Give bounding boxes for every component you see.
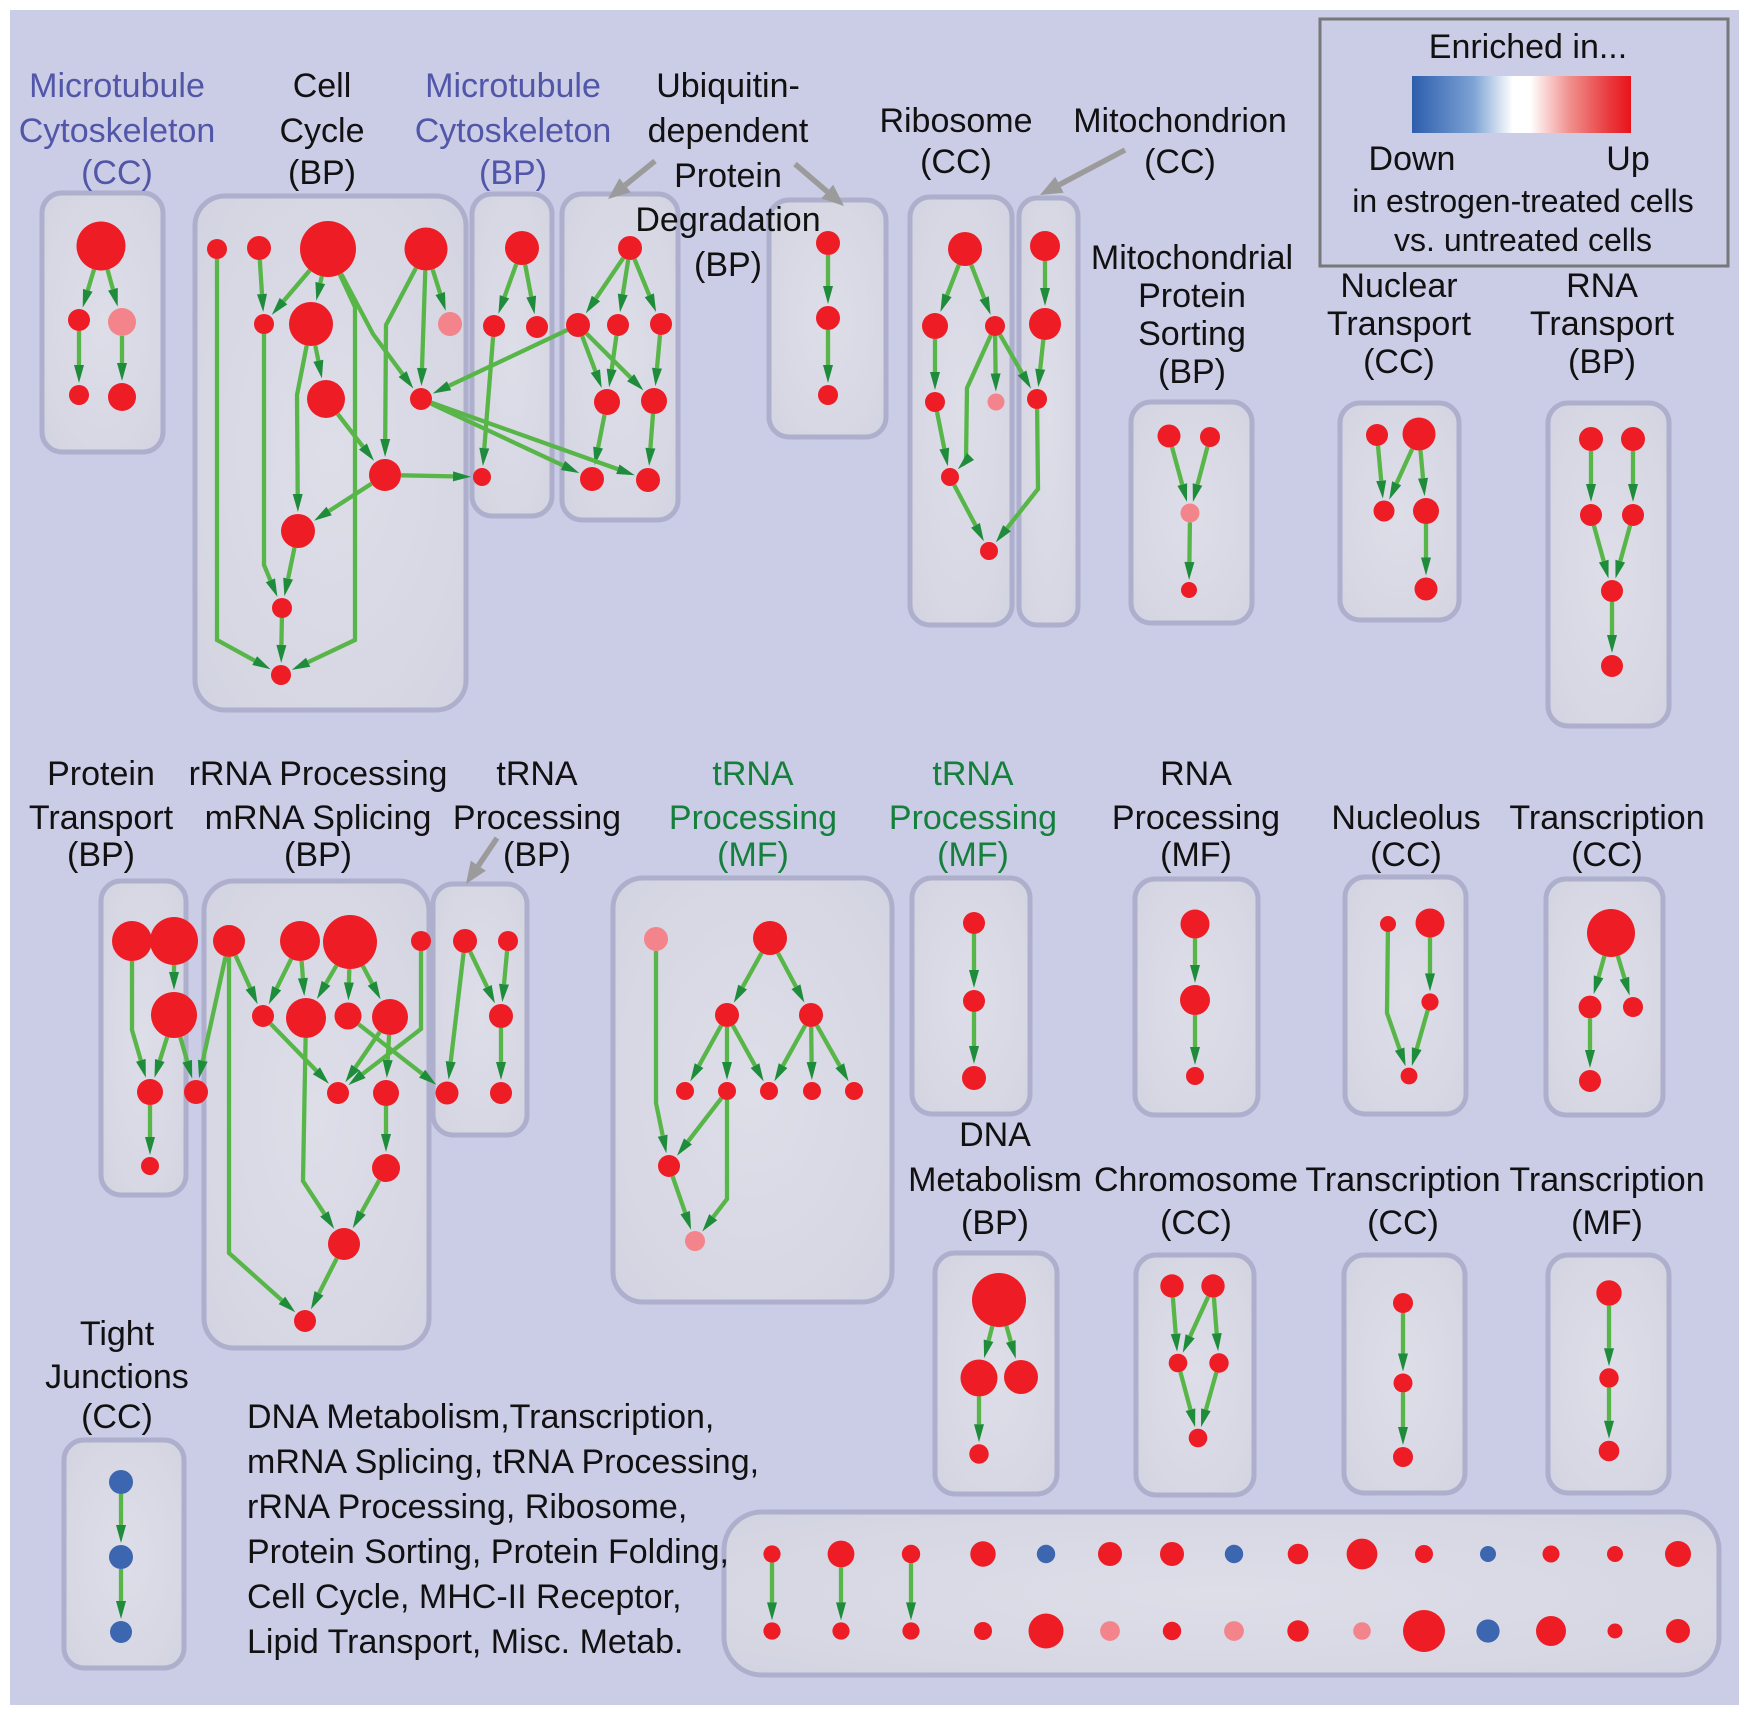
svg-text:Cytoskeleton: Cytoskeleton xyxy=(19,112,216,150)
svg-text:RNA: RNA xyxy=(1566,267,1638,305)
svg-text:Transcription: Transcription xyxy=(1509,799,1704,837)
svg-text:Protein: Protein xyxy=(1138,277,1246,315)
svg-text:Transcription: Transcription xyxy=(1305,1161,1500,1199)
svg-text:Processing: Processing xyxy=(889,799,1057,837)
svg-text:Degradation: Degradation xyxy=(635,201,820,239)
svg-text:tRNA: tRNA xyxy=(496,755,578,793)
svg-text:(MF): (MF) xyxy=(1160,836,1232,874)
svg-text:Nuclear: Nuclear xyxy=(1340,267,1457,305)
svg-text:rRNA Processing: rRNA Processing xyxy=(189,755,448,793)
svg-text:Mitochondrion: Mitochondrion xyxy=(1073,102,1287,140)
svg-text:(BP): (BP) xyxy=(961,1204,1029,1242)
svg-text:Enriched in...: Enriched in... xyxy=(1429,28,1627,66)
svg-text:Ubiquitin-: Ubiquitin- xyxy=(656,67,800,105)
svg-text:(MF): (MF) xyxy=(717,836,789,874)
svg-text:Metabolism: Metabolism xyxy=(908,1161,1082,1199)
svg-text:Microtubule: Microtubule xyxy=(425,67,601,105)
svg-text:Junctions: Junctions xyxy=(45,1358,189,1396)
svg-text:(BP): (BP) xyxy=(479,154,547,192)
svg-text:tRNA: tRNA xyxy=(712,755,794,793)
svg-text:dependent: dependent xyxy=(648,112,809,150)
svg-text:Processing: Processing xyxy=(669,799,837,837)
svg-text:Lipid Transport, Misc. Metab.: Lipid Transport, Misc. Metab. xyxy=(247,1623,684,1661)
svg-text:Nucleolus: Nucleolus xyxy=(1331,799,1480,837)
svg-text:Mitochondrial: Mitochondrial xyxy=(1091,239,1293,277)
svg-text:mRNA Splicing: mRNA Splicing xyxy=(205,799,432,837)
svg-text:DNA: DNA xyxy=(959,1116,1031,1154)
svg-text:(CC): (CC) xyxy=(1160,1204,1232,1242)
svg-text:(BP): (BP) xyxy=(288,154,356,192)
svg-text:(CC): (CC) xyxy=(1571,836,1643,874)
svg-text:(BP): (BP) xyxy=(284,836,352,874)
svg-text:RNA: RNA xyxy=(1160,755,1232,793)
svg-text:mRNA Splicing, tRNA Processing: mRNA Splicing, tRNA Processing, xyxy=(247,1443,759,1481)
svg-text:Transcription: Transcription xyxy=(1509,1161,1704,1199)
svg-text:(BP): (BP) xyxy=(694,246,762,284)
svg-text:DNA Metabolism,Transcription,: DNA Metabolism,Transcription, xyxy=(247,1398,714,1436)
svg-text:(CC): (CC) xyxy=(1370,836,1442,874)
svg-text:Microtubule: Microtubule xyxy=(29,67,205,105)
svg-text:Transport: Transport xyxy=(29,799,174,837)
svg-text:(CC): (CC) xyxy=(81,154,153,192)
svg-text:(MF): (MF) xyxy=(937,836,1009,874)
svg-text:(CC): (CC) xyxy=(1144,143,1216,181)
svg-text:Chromosome: Chromosome xyxy=(1094,1161,1298,1199)
svg-text:Protein Sorting, Protein Foldi: Protein Sorting, Protein Folding, xyxy=(247,1533,729,1571)
svg-text:Transport: Transport xyxy=(1530,305,1675,343)
svg-text:Processing: Processing xyxy=(453,799,621,837)
svg-text:Processing: Processing xyxy=(1112,799,1280,837)
svg-text:Cell: Cell xyxy=(293,67,352,105)
svg-text:(BP): (BP) xyxy=(67,836,135,874)
svg-text:Cytoskeleton: Cytoskeleton xyxy=(415,112,612,150)
svg-text:(BP): (BP) xyxy=(503,836,571,874)
svg-text:rRNA Processing, Ribosome,: rRNA Processing, Ribosome, xyxy=(247,1488,687,1526)
svg-text:Ribosome: Ribosome xyxy=(879,102,1032,140)
svg-text:(CC): (CC) xyxy=(1367,1204,1439,1242)
svg-text:tRNA: tRNA xyxy=(932,755,1014,793)
svg-text:Transport: Transport xyxy=(1327,305,1472,343)
svg-text:Tight: Tight xyxy=(80,1315,155,1353)
svg-text:Cycle: Cycle xyxy=(279,112,364,150)
svg-text:(BP): (BP) xyxy=(1568,343,1636,381)
svg-text:(BP): (BP) xyxy=(1158,353,1226,391)
svg-text:(CC): (CC) xyxy=(920,143,992,181)
svg-text:Up: Up xyxy=(1606,140,1649,178)
svg-text:(CC): (CC) xyxy=(81,1398,153,1436)
svg-text:(MF): (MF) xyxy=(1571,1204,1643,1242)
svg-text:Down: Down xyxy=(1369,140,1456,178)
svg-text:(CC): (CC) xyxy=(1363,343,1435,381)
svg-text:Cell Cycle, MHC-II Receptor,: Cell Cycle, MHC-II Receptor, xyxy=(247,1578,682,1616)
svg-text:Sorting: Sorting xyxy=(1138,315,1246,353)
svg-text:vs. untreated cells: vs. untreated cells xyxy=(1394,222,1652,258)
svg-text:in estrogen-treated cells: in estrogen-treated cells xyxy=(1352,183,1694,219)
svg-text:Protein: Protein xyxy=(674,157,782,195)
svg-text:Protein: Protein xyxy=(47,755,155,793)
